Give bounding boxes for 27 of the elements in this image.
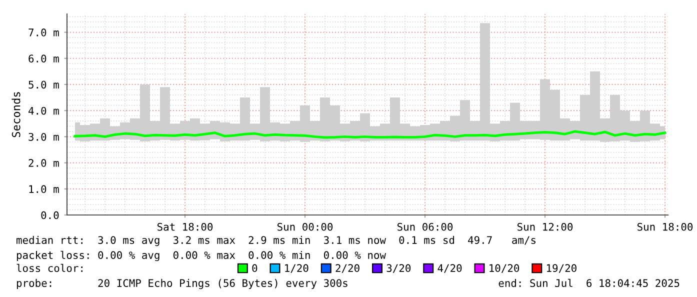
y-tick-label: 5.0 m bbox=[28, 80, 59, 89]
legend-label: 10/20 bbox=[490, 264, 520, 273]
y-tick-label: 1.0 m bbox=[29, 185, 59, 194]
line-series bbox=[74, 130, 666, 139]
x-tick-label: Sun 00:00 bbox=[277, 222, 333, 231]
y-tick-label: 6.0 m bbox=[28, 54, 59, 63]
legend-label: 19/20 bbox=[547, 264, 576, 273]
legend-label: 1/20 bbox=[285, 264, 308, 273]
y-tick-label: 2.0 m bbox=[28, 159, 59, 167]
legend-label: 2/20 bbox=[336, 264, 360, 273]
y-tick-label: 3.0 m bbox=[28, 132, 59, 141]
text: probe: 20 ICMP Echo Pings (56 Bytes) every 300s bbox=[16, 278, 348, 290]
y-axis-title: Seconds bbox=[12, 92, 20, 138]
x-tick-label: Sun 18:00 bbox=[637, 222, 693, 231]
legend-label: 3/20 bbox=[386, 264, 411, 273]
legend-label: 0 bbox=[252, 264, 258, 272]
legend-title: loss color: bbox=[16, 264, 82, 272]
legend-label: 4/20 bbox=[438, 264, 462, 273]
text: packet loss: 0.00 % avg 0.00 % max 0.00 % min 0.00 % now bbox=[16, 250, 386, 262]
y-tick-label: 4.0 m bbox=[28, 106, 59, 115]
x-tick-label: Sun 12:00 bbox=[517, 222, 573, 231]
y-tick-label: 7.0 m bbox=[28, 28, 59, 36]
text: median rtt: 3.0 ms avg 3.2 ms max 2.9 ms min 3.1 ms now 0.1 ms sd 49.7 am/s bbox=[16, 236, 536, 246]
x-tick-label: Sun 06:00 bbox=[397, 222, 453, 231]
text: end: Sun Jul 6 18:04:45 2025 bbox=[498, 278, 680, 288]
y-tick-label: 0.0 bbox=[41, 211, 59, 220]
x-tick-label: Sat 18:00 bbox=[157, 222, 213, 231]
